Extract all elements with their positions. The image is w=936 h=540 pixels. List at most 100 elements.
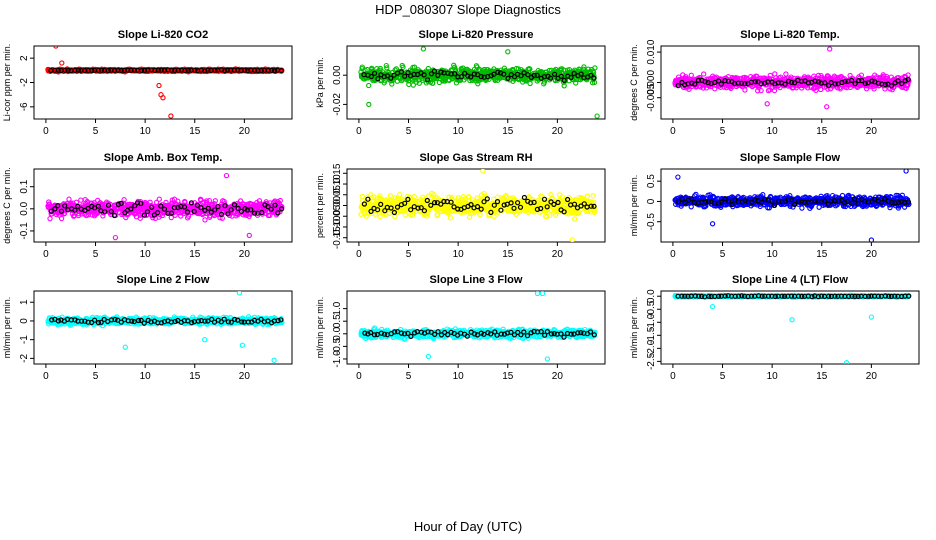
reference-point [65, 67, 71, 74]
reference-point [882, 196, 888, 202]
data-point [182, 199, 188, 205]
reference-point [521, 194, 528, 201]
reference-point [558, 73, 564, 79]
reference-point [384, 73, 390, 79]
reference-point [716, 78, 722, 84]
panel-title: Slope Gas Stream RH [419, 152, 532, 164]
reference-point [859, 77, 865, 84]
y-tick-label: 0.0 [19, 201, 30, 215]
data-point [387, 193, 393, 199]
data-point [446, 209, 453, 215]
reference-point [105, 202, 112, 208]
data-point [573, 80, 579, 86]
x-tick-label: 20 [552, 126, 564, 137]
reference-point [888, 83, 895, 89]
reference-point [564, 196, 571, 203]
reference-point [255, 67, 261, 74]
reference-point [588, 203, 594, 209]
data-point [813, 87, 819, 94]
reference-point [862, 80, 868, 87]
data-point [411, 194, 417, 200]
y-tick-label: 0.5 [646, 174, 657, 188]
reference-point [776, 198, 782, 204]
reference-point [431, 68, 438, 74]
reference-point [75, 67, 82, 73]
reference-point [111, 212, 118, 219]
panel-title: Slope Li-820 Pressure [419, 29, 534, 41]
data-point [267, 212, 273, 219]
y-tick-label: -0.15 [332, 226, 343, 249]
outlier-point [827, 46, 833, 52]
data-point [447, 215, 454, 221]
y-axis-label: degrees C per min. [629, 44, 639, 121]
reference-point [428, 71, 434, 77]
reference-point [462, 70, 468, 77]
data-point [377, 213, 383, 220]
reference-point [865, 80, 871, 86]
data-point [123, 214, 129, 221]
data-point [701, 71, 707, 77]
y-tick-label: 0.00 [332, 65, 343, 85]
reference-point [85, 205, 91, 212]
reference-point [55, 203, 61, 209]
reference-point [112, 67, 118, 74]
reference-point [212, 207, 218, 213]
reference-point [491, 202, 497, 208]
data-point [718, 204, 724, 210]
reference-point [425, 77, 431, 83]
y-axis-label: ml/min per min. [2, 297, 12, 359]
data-point [475, 81, 481, 87]
data-point [466, 194, 472, 200]
reference-point [398, 69, 404, 75]
y-tick-label: 0.05 [332, 185, 343, 205]
reference-point [188, 200, 194, 206]
data-point [58, 215, 65, 222]
reference-point [869, 78, 875, 84]
y-tick-label: -0.10 [332, 215, 343, 238]
reference-point [375, 76, 381, 82]
x-tick-label: 0 [670, 249, 676, 260]
reference-point [105, 67, 111, 74]
reference-point [428, 202, 434, 208]
outlier-point [420, 46, 427, 52]
reference-point [278, 67, 284, 74]
reference-point [62, 67, 68, 73]
data-point [839, 192, 846, 199]
data-point [211, 200, 217, 207]
reference-point [405, 196, 411, 202]
data-point [742, 87, 748, 93]
data-point [212, 198, 218, 204]
reference-point [141, 212, 147, 218]
x-tick-label: 15 [189, 126, 201, 137]
reference-point [162, 67, 168, 73]
data-point [425, 65, 431, 72]
reference-point [525, 72, 531, 78]
reference-point [238, 208, 244, 214]
reference-point [494, 199, 501, 205]
reference-point [571, 201, 578, 207]
reference-point [259, 209, 265, 216]
reference-point [484, 196, 490, 202]
reference-point [219, 67, 225, 73]
data-point [527, 66, 533, 72]
reference-point [822, 198, 828, 204]
y-tick-label: -0.005 [646, 83, 657, 112]
data-point [47, 215, 53, 222]
reference-point [182, 204, 188, 210]
data-point [416, 80, 422, 86]
reference-point [269, 67, 275, 74]
reference-point [108, 208, 114, 215]
reference-point [215, 204, 221, 210]
reference-point [735, 80, 741, 86]
reference-point [198, 205, 204, 211]
panel-title: Slope Sample Flow [740, 152, 841, 164]
data-point [771, 87, 778, 94]
reference-point [828, 198, 834, 204]
reference-point [252, 67, 258, 73]
y-tick-label: 0.15 [332, 163, 343, 183]
data-point [383, 62, 389, 69]
outlier-point [246, 232, 252, 239]
x-tick-label: 20 [866, 126, 878, 137]
reference-point [749, 199, 755, 205]
